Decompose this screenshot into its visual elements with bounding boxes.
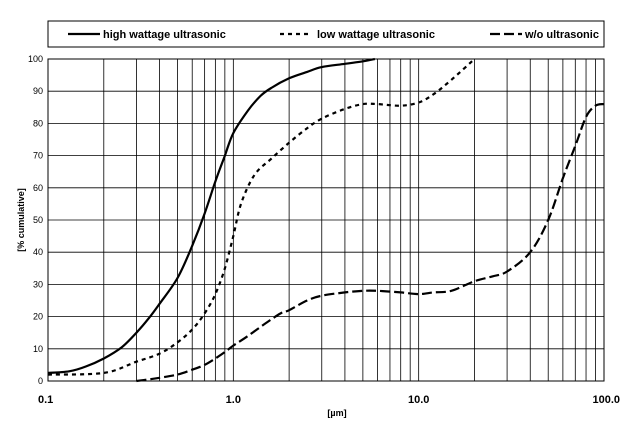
x-tick-label: 10.0	[408, 394, 429, 406]
legend-label-low-wattage: low wattage ultrasonic	[317, 29, 435, 41]
x-tick-label: 100.0	[592, 394, 620, 406]
y-tick-label: 10	[33, 344, 43, 354]
y-tick-label: 80	[33, 118, 43, 128]
x-tick-label: 0.1	[38, 394, 53, 406]
y-tick-label: 70	[33, 151, 43, 161]
y-axis-label: [% cumulative]	[16, 188, 26, 252]
y-tick-label: 0	[38, 376, 43, 386]
y-tick-label: 20	[33, 312, 43, 322]
series-lines	[47, 57, 605, 383]
legend-label-high-wattage: high wattage ultrasonic	[103, 29, 226, 41]
y-tick-label: 100	[28, 54, 43, 64]
x-axis-label: [µm]	[327, 408, 346, 418]
series-high-wattage-line	[47, 57, 376, 374]
x-tick-label: 1.0	[226, 394, 241, 406]
y-tick-label: 60	[33, 183, 43, 193]
series-without-ultrasonic-line	[136, 103, 605, 383]
legend: high wattage ultrasonic low wattage ultr…	[47, 20, 605, 48]
axes	[47, 58, 605, 382]
tick-labels: 0 10 20 30 40 50 60 70 80 90 100 0.1 1.0 10.0 100.0	[28, 54, 620, 406]
y-tick-label: 40	[33, 247, 43, 257]
y-tick-label: 90	[33, 86, 43, 96]
y-tick-label: 30	[33, 279, 43, 289]
series-low-wattage-line	[47, 58, 476, 376]
y-tick-label: 50	[33, 215, 43, 225]
plot-border	[47, 58, 605, 382]
grid-lines	[48, 59, 604, 381]
legend-label-without-ultrasonic: w/o ultrasonic	[524, 29, 599, 41]
